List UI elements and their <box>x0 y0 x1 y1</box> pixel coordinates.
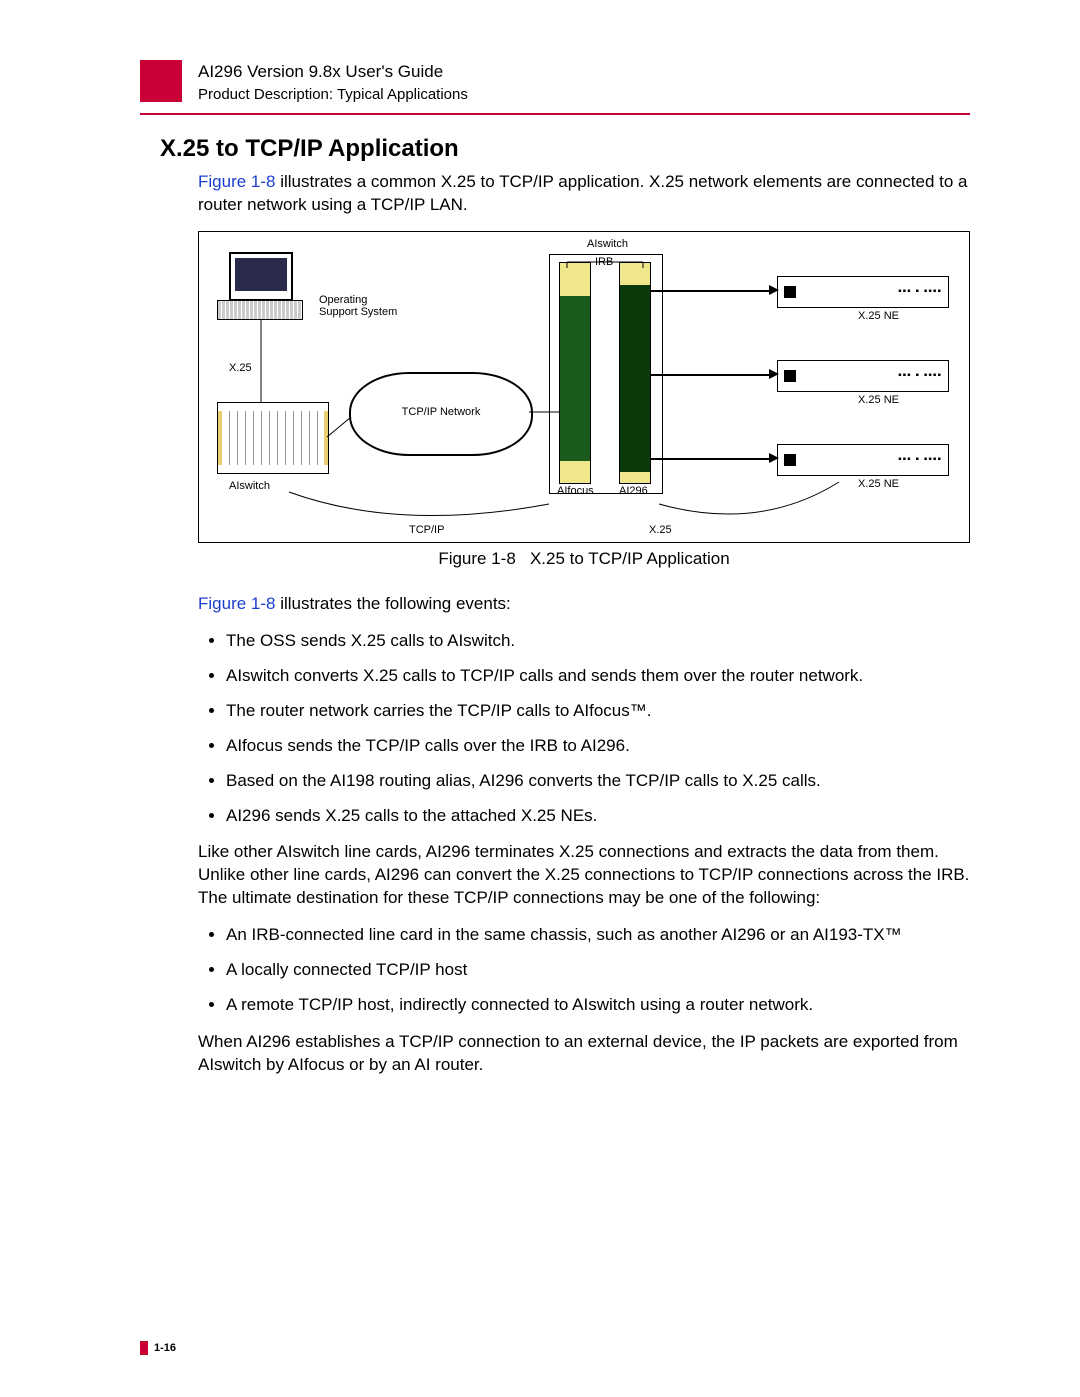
label-aiswitch-bottom: AIswitch <box>229 480 270 492</box>
list-item: A locally connected TCP/IP host <box>226 959 970 982</box>
keyboard-icon <box>217 300 303 320</box>
figure-link-2[interactable]: Figure 1-8 <box>198 594 275 613</box>
page-number: 1-16 <box>154 1342 176 1354</box>
figure-caption-text: X.25 to TCP/IP Application <box>530 549 730 568</box>
list-item: AI296 sends X.25 calls to the attached X… <box>226 805 970 828</box>
page: AI296 Version 9.8x User's Guide Product … <box>0 0 1080 1397</box>
guide-title: AI296 Version 9.8x User's Guide <box>198 62 970 82</box>
list-item: The OSS sends X.25 calls to AIswitch. <box>226 630 970 653</box>
header-rule <box>140 113 970 115</box>
figure-1-8: OperatingSupport System X.25 AIswitch TC… <box>198 231 970 543</box>
intro-text: illustrates a common X.25 to TCP/IP appl… <box>198 172 968 214</box>
header-subtitle: Product Description: Typical Application… <box>198 86 970 103</box>
aifocus-card-icon <box>559 262 591 484</box>
list-item: AIfocus sends the TCP/IP calls over the … <box>226 735 970 758</box>
list-item: An IRB-connected line card in the same c… <box>226 924 970 947</box>
x25-ne-1: ▪▪▪ ▪ ▪▪▪▪ <box>777 276 949 308</box>
figure-caption-prefix: Figure 1-8 <box>438 549 515 568</box>
cloud-icon: TCP/IP Network <box>349 372 533 456</box>
label-tcpip-network: TCP/IP Network <box>351 406 531 418</box>
page-footer: 1-16 <box>140 1339 176 1357</box>
intro-paragraph: Figure 1-8 illustrates a common X.25 to … <box>198 171 970 217</box>
label-x25-left: X.25 <box>229 362 252 374</box>
label-ne-2: X.25 NE <box>858 394 899 406</box>
label-tcpip-bottom: TCP/IP <box>409 524 444 536</box>
brand-square <box>140 60 182 102</box>
paragraph-3: When AI296 establishes a TCP/IP connecti… <box>198 1031 970 1077</box>
label-ne-1: X.25 NE <box>858 310 899 322</box>
events-lead: Figure 1-8 illustrates the following eve… <box>198 593 970 616</box>
events-lead-text: illustrates the following events: <box>275 594 510 613</box>
ai296-card-icon <box>619 262 651 484</box>
section-heading: X.25 to TCP/IP Application <box>160 135 970 163</box>
page-header: AI296 Version 9.8x User's Guide Product … <box>198 62 970 103</box>
aiswitch-chassis-icon <box>217 402 329 474</box>
list-item: Based on the AI198 routing alias, AI296 … <box>226 770 970 793</box>
footer-accent <box>140 1341 148 1355</box>
list-item: A remote TCP/IP host, indirectly connect… <box>226 994 970 1017</box>
x25-ne-2: ▪▪▪ ▪ ▪▪▪▪ <box>777 360 949 392</box>
list-item: The router network carries the TCP/IP ca… <box>226 700 970 723</box>
label-irb: IRB <box>595 256 613 268</box>
monitor-icon <box>229 252 293 301</box>
paragraph-2: Like other AIswitch line cards, AI296 te… <box>198 841 970 910</box>
figure-caption: Figure 1-8 X.25 to TCP/IP Application <box>198 549 970 569</box>
destination-bullet-list: An IRB-connected line card in the same c… <box>198 924 970 1017</box>
label-ne-3: X.25 NE <box>858 478 899 490</box>
label-aifocus: AIfocus <box>557 485 594 497</box>
label-oss: OperatingSupport System <box>319 294 397 318</box>
x25-ne-3: ▪▪▪ ▪ ▪▪▪▪ <box>777 444 949 476</box>
figure-link[interactable]: Figure 1-8 <box>198 172 275 191</box>
label-ai296: AI296 <box>619 485 648 497</box>
list-item: AIswitch converts X.25 calls to TCP/IP c… <box>226 665 970 688</box>
label-aiswitch-top: AIswitch <box>587 238 628 250</box>
event-bullet-list: The OSS sends X.25 calls to AIswitch. AI… <box>198 630 970 828</box>
label-x25-bottom: X.25 <box>649 524 672 536</box>
